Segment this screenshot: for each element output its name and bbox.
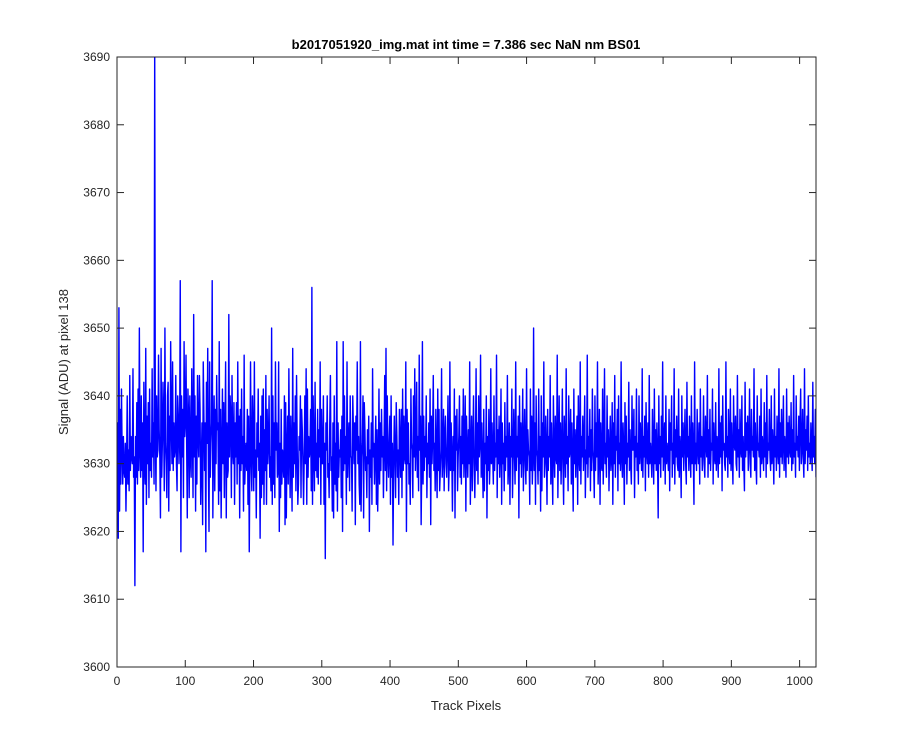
x-tick-label: 600 (517, 674, 537, 688)
x-tick-label: 700 (585, 674, 605, 688)
y-tick-label: 3620 (83, 524, 110, 538)
x-tick-label: 1000 (786, 674, 813, 688)
x-axis-label: Track Pixels (431, 698, 502, 713)
x-tick-label: 800 (653, 674, 673, 688)
y-tick-label: 3670 (83, 186, 110, 200)
x-tick-label: 400 (380, 674, 400, 688)
x-tick-label: 100 (175, 674, 195, 688)
y-tick-label: 3660 (83, 253, 110, 267)
x-tick-label: 0 (114, 674, 121, 688)
y-tick-label: 3650 (83, 321, 110, 335)
series-line-0 (117, 57, 816, 587)
x-tick-label: 300 (312, 674, 332, 688)
x-tick-label: 900 (721, 674, 741, 688)
y-axis-label: Signal (ADU) at pixel 138 (56, 289, 71, 435)
x-tick-label: 200 (244, 674, 264, 688)
y-tick-label: 3630 (83, 457, 110, 471)
x-tick-label: 500 (448, 674, 468, 688)
x-axis: 0 100 200 300 400 500 600 700 800 900 1000 (114, 57, 813, 688)
y-axis: 3600 3610 3620 3630 3640 3650 3660 3670 3680 3690 (83, 50, 816, 674)
y-tick-label: 3600 (83, 660, 110, 674)
y-tick-label: 3680 (83, 118, 110, 132)
y-tick-label: 3690 (83, 50, 110, 64)
y-tick-label: 3610 (83, 592, 110, 606)
series-layer (117, 57, 816, 587)
axes-box (116, 56, 817, 668)
plot-area (117, 57, 816, 667)
chart-title: b2017051920_img.mat int time = 7.386 sec… (292, 37, 641, 52)
y-tick-label: 3640 (83, 389, 110, 403)
